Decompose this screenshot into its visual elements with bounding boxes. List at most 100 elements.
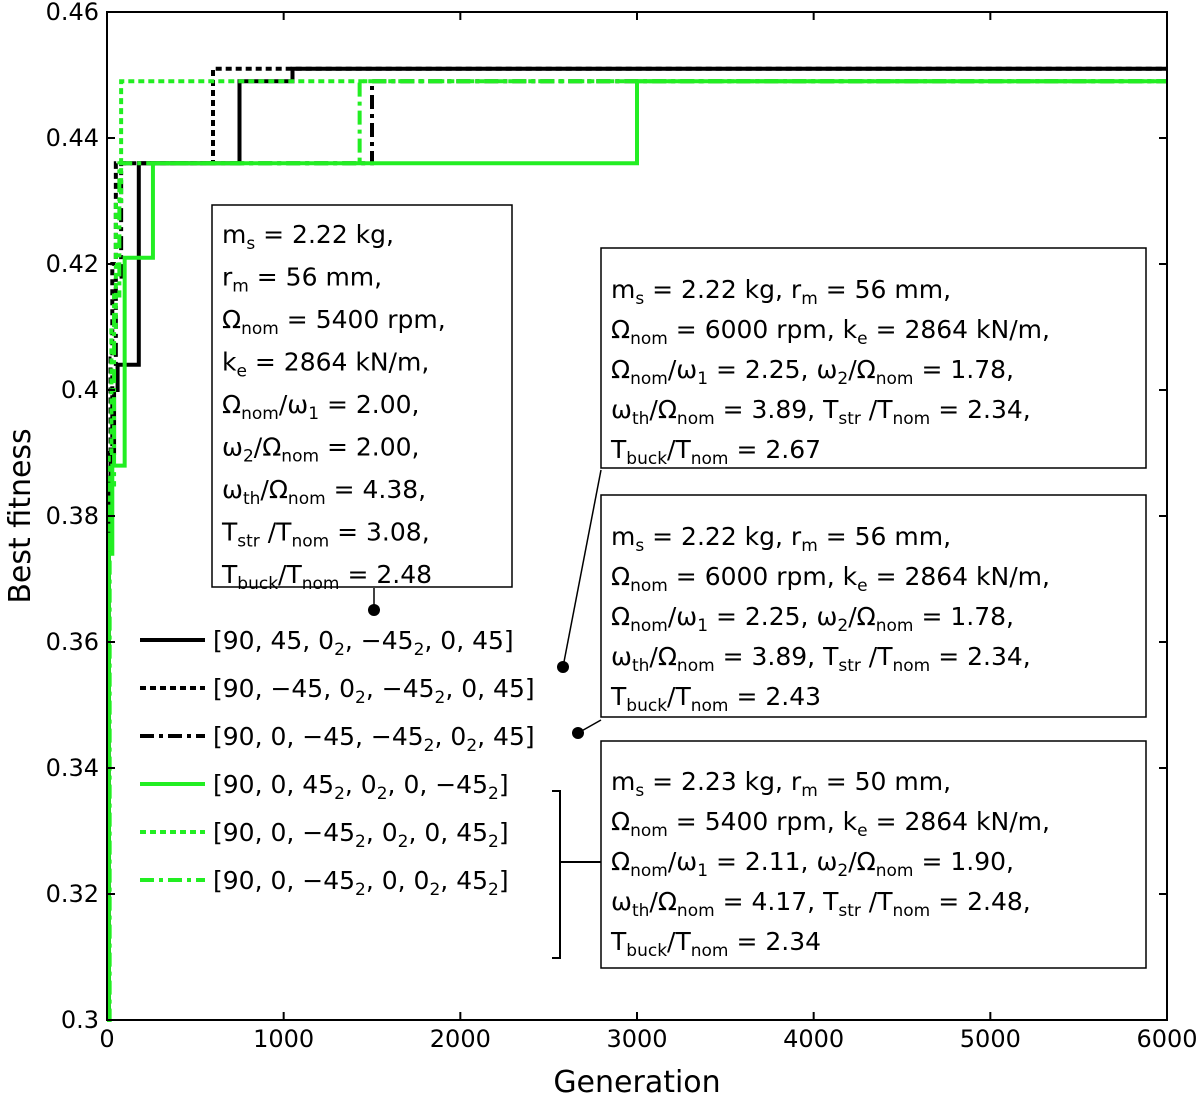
annotation-box1-line-part: = 2.22 kg, <box>255 220 394 249</box>
annotation-box3-line-part: Ω <box>611 562 630 591</box>
annotation-box1-line-part: = 4.38, <box>326 475 426 504</box>
annotation-box4-line-part: = 2.34 <box>729 927 822 956</box>
legend-entry-s5-part: , 0 <box>366 818 398 847</box>
annotation-box3-line: Tbuck/Tnom = 2.43 <box>610 682 821 716</box>
annotation-box2 <box>600 247 1147 469</box>
annotation-box4-line-part: nom <box>677 901 715 921</box>
annotation-box2-line-part: nom <box>691 449 729 469</box>
annotation-box1-line-part: s <box>246 234 255 254</box>
y-tick-label: 0.44 <box>46 124 99 152</box>
annotation-box4-line-part: buck <box>626 941 667 961</box>
annotation-box3-line-part: = 2.22 kg, r <box>644 522 802 551</box>
annotation-box2-line-part: m <box>611 275 635 304</box>
annotation-box3-line: Ωnom = 6000 rpm, ke = 2864 kN/m, <box>611 562 1050 596</box>
legend-entry-s3-part: [90, 0, −45, −45 <box>213 722 424 751</box>
annotation-box2-line: ms = 2.22 kg, rm = 56 mm, <box>611 275 951 309</box>
annotation-box3-line-part: nom <box>893 656 931 676</box>
annotation-box3-line-part: = 1.78, <box>914 602 1014 631</box>
annotation-box3-line-part: nom <box>630 616 668 636</box>
axis-ticks: 0 1000 2000 3000 4000 5000 6000 0.3 0.32 0.34 0.36… <box>46 0 1198 1053</box>
annotation-box2-line-part: 1 <box>697 369 708 389</box>
annotation-box3-line-part: nom <box>691 696 729 716</box>
annotation-box2-line-part: = 2864 kN/m, <box>868 315 1050 344</box>
annotation-box1-line-part: T <box>221 560 238 589</box>
legend-entry-s3-part: , 0 <box>435 722 467 751</box>
annotation-box1-line-part: Ω <box>222 305 241 334</box>
annotation-box3-line: ms = 2.22 kg, rm = 56 mm, <box>611 522 951 556</box>
legend-entry-s5-part: 2 <box>398 832 409 852</box>
annotation-box4-line-part: str <box>838 901 861 921</box>
annotation-box2-line-part: Ω <box>611 355 630 384</box>
annotation-box2-line-part: /Ω <box>848 355 876 384</box>
annotation-box3-line: Ωnom/ω1 = 2.25, ω2/Ωnom = 1.78, <box>611 602 1014 636</box>
annotation-box2-line-part: m <box>801 289 818 309</box>
annotation-box4-line: Ωnom/ω1 = 2.11, ω2/Ωnom = 1.90, <box>611 847 1014 881</box>
annotation-box1-line-part: ω <box>222 475 243 504</box>
x-tick-label: 6000 <box>1136 1025 1197 1053</box>
annotation-box3-line-part: th <box>632 656 649 676</box>
annotation-box3-line-part: = 6000 rpm, k <box>668 562 858 591</box>
legend-entry-s5-part: [90, 0, −45 <box>213 818 355 847</box>
legend-entry-s5: [90, 0, −452, 02, 0, 452] <box>213 818 509 852</box>
series-line-s6 <box>107 79 1167 1022</box>
annotation-box4-line-part: = 2.48, <box>930 887 1030 916</box>
annotation-box2-line-part: s <box>635 289 644 309</box>
legend-entry-s6-part: ] <box>499 866 509 895</box>
annotation-box3-line-part: /Ω <box>649 642 677 671</box>
annotation-box3-line-part: nom <box>630 576 668 596</box>
legend-entry-s6-part: 2 <box>488 880 499 900</box>
annotation-box1-line: ke = 2864 kN/m, <box>222 348 429 382</box>
annotation-box4-line: ms = 2.23 kg, rm = 50 mm, <box>611 767 951 801</box>
annotation-box4-line-part: m <box>611 767 635 796</box>
legend-entry-s5-part: ] <box>499 818 509 847</box>
legend-entry-s4-part: ] <box>499 770 509 799</box>
annotation-box4-line-part: nom <box>893 901 931 921</box>
legend-entry-s6-part: , 0, 0 <box>366 866 430 895</box>
legend-entry-s6-part: 2 <box>429 880 440 900</box>
annotation-box1-line-part: th <box>243 489 260 509</box>
annotation-box1-line-part: /ω <box>279 390 308 419</box>
legend-entry-s4-part: 2 <box>488 784 499 804</box>
annotation-box3 <box>600 494 1147 718</box>
annotation-box1-line-part: T <box>221 518 238 547</box>
annotation-box4-line-part: e <box>857 821 867 841</box>
annotation-box2-line-part: buck <box>626 449 667 469</box>
x-tick-label: 3000 <box>606 1025 667 1053</box>
annotation-box3-line-part: /ω <box>668 602 697 631</box>
legend-entry-s4-part: 2 <box>334 784 345 804</box>
annotation-box4-line-part: nom <box>876 861 914 881</box>
annotation-box1-line: Tbuck/Tnom = 2.48 <box>221 560 432 594</box>
annotation-box4-line-part: /Ω <box>848 847 876 876</box>
x-tick-label: 0 <box>99 1025 114 1053</box>
annotation-box2-line-part: nom <box>677 409 715 429</box>
y-tick-label: 0.3 <box>61 1006 99 1034</box>
annotation-box1-line-part: m <box>232 277 249 297</box>
legend-entry-s3: [90, 0, −45, −452, 02, 45] <box>213 722 535 756</box>
legend-entry-s4: [90, 0, 452, 02, 0, −452] <box>213 770 509 804</box>
annotation-box1-line: ωth/Ωnom = 4.38, <box>222 475 426 509</box>
annotation-box4-line-part: nom <box>630 861 668 881</box>
annotation-box1-line-part: nom <box>281 447 319 467</box>
annotation-box4-line-part: = 5400 rpm, k <box>668 807 858 836</box>
annotation-box1-line-part: nom <box>302 574 340 594</box>
annotation-box2-line-part: th <box>632 409 649 429</box>
annotation-box1-line-part: nom <box>241 404 279 424</box>
annotation-layer: ms = 2.22 kg,rm = 56 mm,Ωnom = 5400 rpm,… <box>211 204 1147 969</box>
annotation-box2-line-part: nom <box>876 369 914 389</box>
annotation-box3-line-part: /T <box>667 682 691 711</box>
y-tick-label: 0.42 <box>46 250 99 278</box>
annotation-box1-line-part: /T <box>260 518 292 547</box>
y-tick-label: 0.46 <box>46 0 99 26</box>
annotation-box2-line-part: str <box>838 409 861 429</box>
annotation-box2-line-part: = 1.78, <box>914 355 1014 384</box>
annotation-box4 <box>600 740 1147 969</box>
annotation-box4-line-part: nom <box>691 941 729 961</box>
annotation-box3-line-part: ω <box>611 642 632 671</box>
annotation-box4-line-part: = 1.90, <box>914 847 1014 876</box>
annotation-box3-line-part: nom <box>677 656 715 676</box>
y-tick-label: 0.32 <box>46 880 99 908</box>
legend-entry-s4-part: [90, 0, 45 <box>213 770 334 799</box>
annotation-box2-line-part: /T <box>861 395 893 424</box>
annotation-box2-line-part: /T <box>667 435 691 464</box>
annotation-box3-line-part: s <box>635 536 644 556</box>
